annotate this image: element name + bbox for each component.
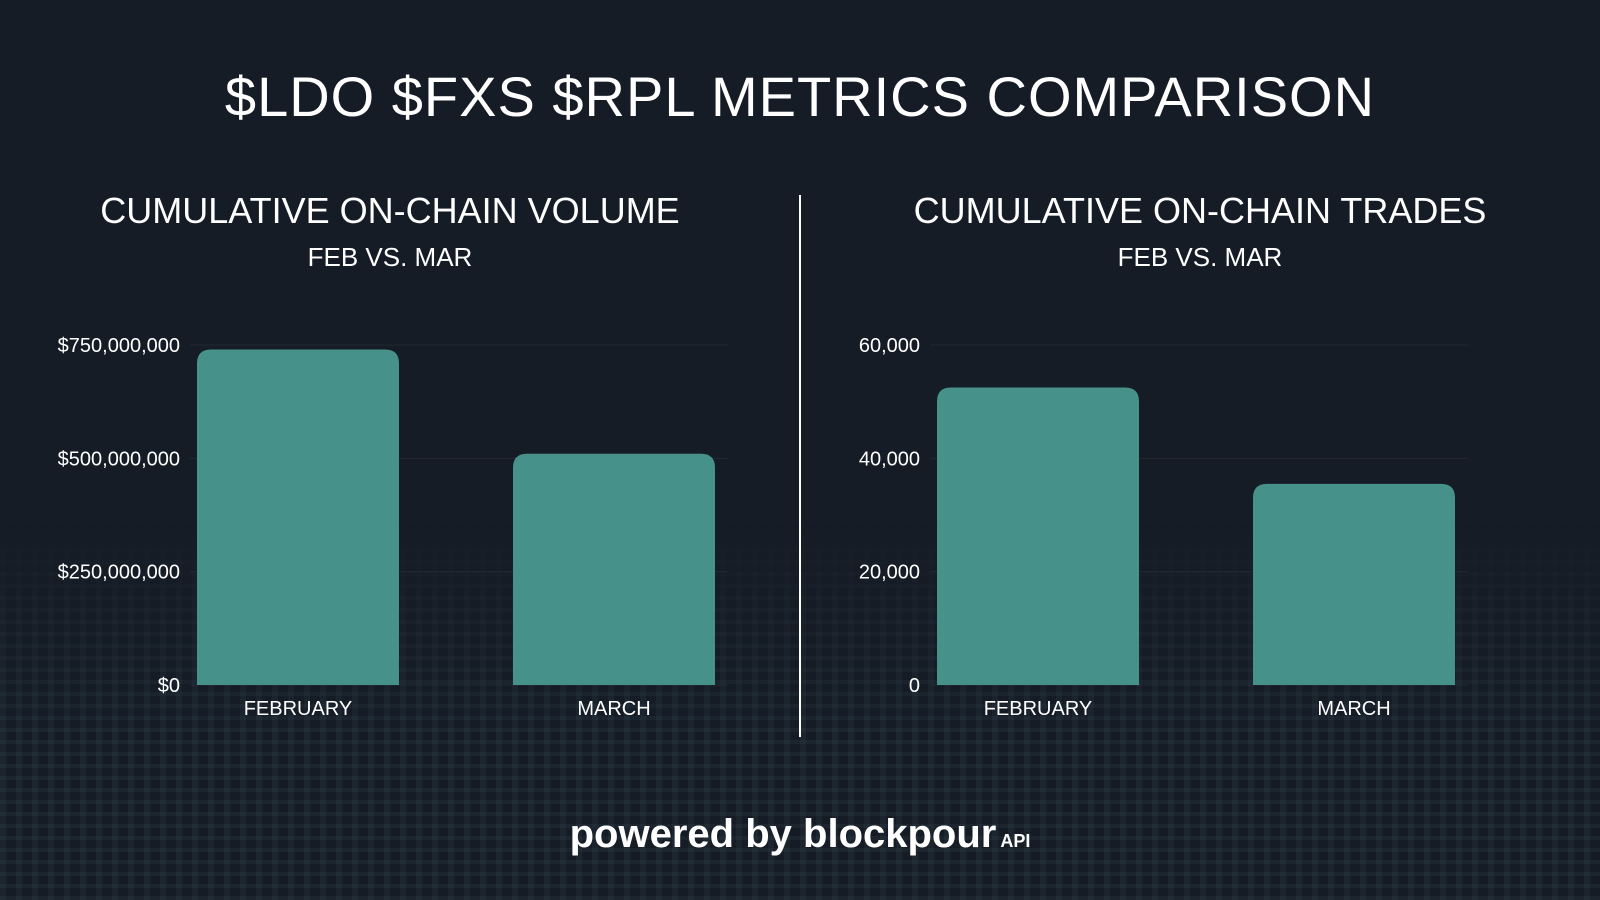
y-tick-label: 60,000 xyxy=(859,335,920,357)
footer-brand: powered by blockpour API xyxy=(0,812,1600,857)
volume-chart-svg: $0 $250,000,000 $500,000,000 $750,000,000 FE… xyxy=(58,335,728,720)
trades-chart-svg: 0 20,000 40,000 60,000 FEBRUARY MARCH xyxy=(859,335,1468,720)
volume-chart-title: CUMULATIVE ON-CHAIN VOLUME xyxy=(100,190,680,231)
x-category-label: MARCH xyxy=(577,698,650,720)
bar-february xyxy=(197,349,399,685)
volume-chart-plot: $0 $250,000,000 $500,000,000 $750,000,000 FE… xyxy=(0,310,780,750)
x-category-label: FEBRUARY xyxy=(244,698,353,720)
trades-chart-subtitle: FEB VS. MAR xyxy=(1117,242,1283,272)
bar-march xyxy=(1253,483,1455,685)
y-tick-label: $500,000,000 xyxy=(58,448,180,470)
bar-march xyxy=(513,453,715,685)
y-tick-label: 20,000 xyxy=(859,562,920,584)
page-title: $LDO $FXS $RPL METRICS COMPARISON xyxy=(224,65,1376,128)
footer-brand-name: blockpour xyxy=(803,812,997,856)
trades-chart-plot: 0 20,000 40,000 60,000 FEBRUARY MARCH xyxy=(810,310,1590,750)
y-tick-label: $750,000,000 xyxy=(58,335,180,357)
y-tick-label: 40,000 xyxy=(859,448,920,470)
trades-chart-panel: CUMULATIVE ON-CHAIN TRADES FEB VS. MAR 0… xyxy=(810,190,1590,750)
x-category-label: MARCH xyxy=(1317,698,1390,720)
footer-powered-by: powered by xyxy=(569,812,792,856)
panel-divider xyxy=(799,195,801,737)
volume-chart-panel: CUMULATIVE ON-CHAIN VOLUME FEB VS. MAR $… xyxy=(0,190,780,750)
y-tick-label: $250,000,000 xyxy=(58,562,180,584)
bar-february xyxy=(937,387,1139,685)
footer-api-label: API xyxy=(1000,831,1031,851)
trades-chart-title: CUMULATIVE ON-CHAIN TRADES xyxy=(913,190,1487,231)
volume-chart-subtitle: FEB VS. MAR xyxy=(307,242,473,272)
y-tick-label: 0 xyxy=(909,675,920,697)
y-tick-label: $0 xyxy=(158,675,180,697)
x-category-label: FEBRUARY xyxy=(984,698,1093,720)
